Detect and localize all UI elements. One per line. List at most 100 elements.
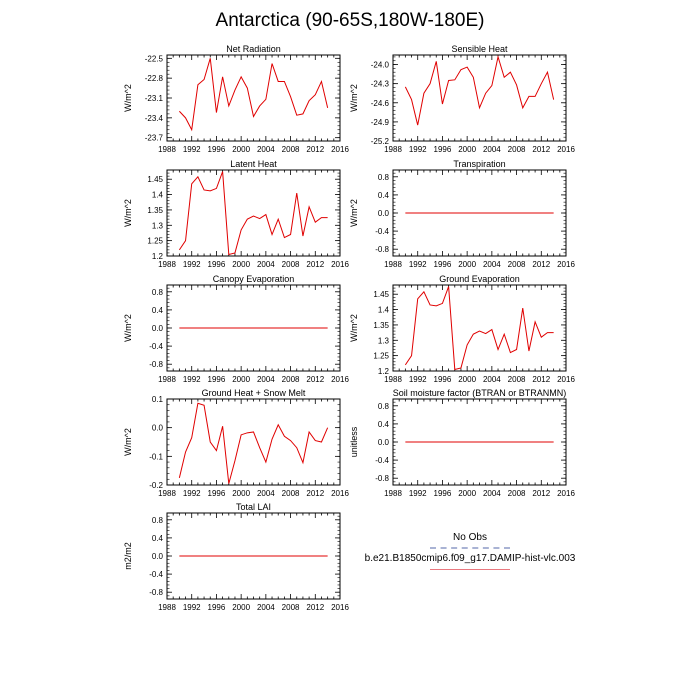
x-tick-label: 2016 [331,489,349,498]
x-tick-label: 1996 [208,145,226,154]
y-axis-label: m2/m2 [123,542,133,570]
y-tick-label: 1.45 [147,175,163,184]
panel-2: Sensible Heat W/m^2 1988 1992 1996 2000 2004 20… [349,44,575,154]
y-tick-label: 0.4 [378,191,390,200]
panel-6: Ground Evaporation W/m^2 1988 1992 1996 2000 2… [349,274,575,384]
x-tick-label: 2016 [331,375,349,384]
x-tick-label: 2004 [483,375,501,384]
panel-title: Net Radiation [226,44,281,54]
y-tick-label: 0.0 [378,209,390,218]
x-tick-label: 2012 [306,489,324,498]
panel-5: Canopy Evaporation W/m^2 1988 1992 1996 2000 2… [123,274,349,384]
x-tick-label: 2008 [282,145,300,154]
panel-title: Total LAI [236,502,271,512]
panel-title: Sensible Heat [451,44,508,54]
series-line-1 [178,171,328,256]
y-tick-label: -0.4 [149,570,163,579]
y-tick-label: 1.35 [373,321,389,330]
legend-obs-label: No Obs [453,532,487,543]
y-axis-label: W/m^2 [123,84,133,112]
x-tick-label: 2004 [257,260,275,269]
x-tick-label: 2016 [331,260,349,269]
x-tick-label: 2004 [257,145,275,154]
x-tick-label: 2016 [557,489,575,498]
x-tick-label: 1988 [158,603,176,612]
y-tick-label: 1.25 [373,352,389,361]
panel-title: Latent Heat [230,159,277,169]
y-tick-label: -0.8 [375,474,389,483]
panel-9: Total LAI m2/m2 1988 1992 1996 2000 2004 2008 20… [123,502,349,612]
y-tick-label: 1.25 [147,237,163,246]
x-tick-label: 2000 [232,603,250,612]
y-tick-label: 1.3 [378,336,390,345]
y-tick-label: -22.8 [145,74,164,83]
series-line-1 [404,286,554,371]
x-tick-label: 1996 [434,489,452,498]
y-tick-label: 0.8 [378,402,390,411]
x-tick-label: 2008 [508,145,526,154]
x-tick-label: 2012 [532,145,550,154]
x-tick-label: 2008 [508,375,526,384]
series-line-1 [178,402,329,484]
x-tick-label: 2004 [257,375,275,384]
y-tick-label: -0.4 [375,456,389,465]
y-tick-label: -25.2 [371,137,390,146]
x-tick-label: 2016 [557,260,575,269]
x-tick-label: 1988 [158,375,176,384]
x-tick-label: 1996 [208,260,226,269]
y-tick-label: 1.4 [152,191,164,200]
x-tick-label: 2016 [331,603,349,612]
x-tick-label: 2016 [557,375,575,384]
y-tick-label: -0.8 [149,588,163,597]
series-line-1 [404,54,555,126]
x-tick-label: 1996 [434,145,452,154]
x-tick-label: 1996 [434,260,452,269]
series-line-1 [178,58,329,132]
panel-7: Ground Heat + Snow Melt W/m^2 1988 1992 1996… [123,388,349,498]
x-tick-label: 1996 [208,489,226,498]
y-tick-label: 0.0 [378,438,390,447]
y-tick-label: -24.9 [371,118,390,127]
y-tick-label: 0.0 [152,552,164,561]
panel-1: Net Radiation W/m^2 1988 1992 1996 2000 2004 20… [123,44,349,154]
x-tick-label: 1988 [384,489,402,498]
x-tick-label: 1992 [183,260,201,269]
x-tick-label: 2004 [483,145,501,154]
y-tick-label: -22.5 [145,54,164,63]
y-axis-label: W/m^2 [349,199,359,227]
y-tick-label: 0.0 [152,324,164,333]
y-tick-label: 1.3 [152,221,164,230]
x-tick-label: 2012 [306,260,324,269]
y-tick-label: 0.4 [378,420,390,429]
x-tick-label: 1996 [208,375,226,384]
plot-frame [392,54,567,142]
x-tick-label: 2000 [458,260,476,269]
x-tick-label: 2012 [532,489,550,498]
x-tick-label: 2000 [232,145,250,154]
y-tick-label: -23.1 [145,94,164,103]
x-tick-label: 1988 [384,260,402,269]
y-tick-label: 0.1 [152,395,164,404]
y-tick-label: -24.3 [371,80,390,89]
y-tick-label: 1.2 [378,367,390,376]
legend-obs-swatch [430,547,510,549]
x-tick-label: 2000 [232,260,250,269]
plot-frame [166,398,341,486]
x-tick-label: 2000 [232,375,250,384]
y-tick-label: -24.0 [371,61,390,70]
panel-4: Transpiration W/m^2 1988 1992 1996 2000 2004 20… [349,159,575,269]
y-tick-label: -23.7 [145,134,164,143]
x-tick-label: 2012 [306,375,324,384]
y-tick-label: -0.4 [149,342,163,351]
plot-frame [166,54,341,142]
panel-title: Ground Heat + Snow Melt [202,388,306,398]
x-tick-label: 2012 [532,375,550,384]
y-tick-label: -0.8 [149,360,163,369]
panel-title: Transpiration [453,159,505,169]
x-tick-label: 2008 [282,489,300,498]
x-tick-label: 1992 [409,260,427,269]
x-tick-label: 2016 [331,145,349,154]
y-tick-label: 1.35 [147,206,163,215]
x-tick-label: 2000 [458,375,476,384]
y-tick-label: 0.8 [152,288,164,297]
